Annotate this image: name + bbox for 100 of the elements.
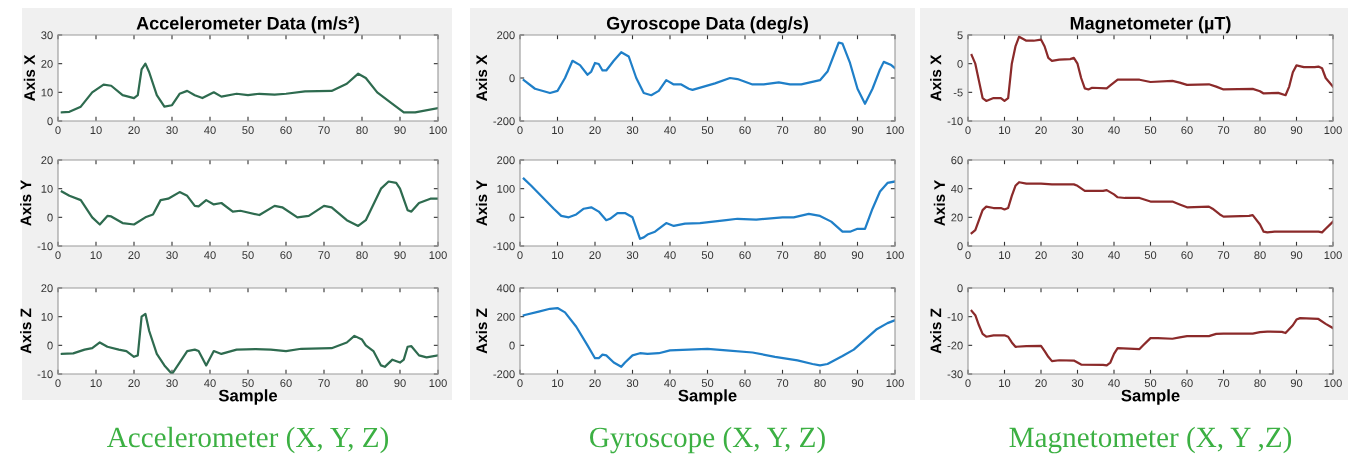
x-tick-label: 90 [1290,126,1303,135]
x-tick-label: 80 [356,126,368,135]
y-tick-label: 10 [41,88,53,97]
x-tick-label: 20 [128,379,140,388]
chart-title: Magnetometer (µT) [1070,16,1231,34]
x-tick-label: 30 [166,251,178,260]
x-tick-label: 100 [1324,251,1342,260]
y-tick-label: 20 [41,59,53,68]
y-axis-title: Axis X [475,54,488,101]
x-tick-label: 10 [999,251,1011,260]
x-tick-label: 40 [204,126,216,135]
x-tick-label: 80 [1254,251,1266,260]
y-tick-label: 0 [509,213,515,222]
x-tick-label: 40 [1108,251,1120,260]
x-tick-label: 80 [814,126,826,135]
y-axis-title: Axis Z [475,308,488,354]
x-tick-label: 80 [814,379,826,388]
x-tick-label: 60 [1181,251,1193,260]
x-tick-label: 40 [664,126,676,135]
y-tick-label: -10 [947,312,963,321]
y-axis-title: Axis Z [930,308,942,354]
y-tick-label: 0 [509,341,515,350]
x-tick-label: 20 [128,251,140,260]
y-tick-label: 400 [496,284,515,293]
x-tick-label: 50 [242,126,254,135]
x-tick-label: 30 [1071,126,1084,135]
y-axis-title: Axis Z [20,308,32,354]
x-tick-label: 100 [429,379,447,388]
y-tick-label: 0 [957,59,963,68]
x-tick-label: 30 [626,126,639,135]
text: Gyroscope (X, Y, Z) [590,426,825,454]
x-tick-label: 10 [552,251,564,260]
x-tick-label: 90 [851,251,864,260]
x-tick-label: 90 [394,251,406,260]
x-tick-label: 100 [886,126,904,135]
y-tick-label: -10 [37,370,53,379]
y-tick-label: 20 [951,213,963,222]
y-tick-label: -200 [493,370,515,379]
x-tick-label: 30 [626,379,639,388]
y-tick-label: 20 [41,284,53,293]
y-tick-label: 0 [509,74,515,83]
x-tick-label: 70 [776,379,789,388]
x-tick-label: 60 [280,251,292,260]
x-tick-label: 0 [965,379,971,388]
x-tick-label: 90 [851,126,864,135]
x-tick-label: 30 [1071,379,1084,388]
y-tick-label: -10 [37,242,53,251]
x-tick-label: 60 [280,126,292,135]
x-tick-label: 40 [664,379,676,388]
y-tick-label: -5 [953,88,963,97]
x-tick-label: 10 [90,126,102,135]
y-tick-label: 40 [951,184,963,193]
x-tick-label: 40 [664,251,676,260]
y-axis-title: Axis X [930,54,942,101]
x-tick-label: 60 [280,379,292,388]
x-tick-label: 30 [166,379,178,388]
y-tick-label: -30 [947,370,963,379]
x-axis-title: Sample [678,389,737,405]
x-tick-label: 100 [429,251,447,260]
x-tick-label: 70 [318,379,330,388]
text: Accelerometer (X, Y, Z) [106,426,389,454]
x-tick-label: 0 [55,379,61,388]
x-tick-label: 90 [394,126,406,135]
x-tick-label: 50 [1144,126,1157,135]
y-tick-label: 200 [497,312,515,321]
x-tick-label: 10 [90,379,102,388]
text: Magnetometer (X, Y ,Z) [1009,426,1292,454]
x-tick-label: 90 [851,379,864,388]
x-tick-label: 30 [626,251,639,260]
y-tick-label: 30 [41,31,53,40]
x-tick-label: 50 [242,379,254,388]
y-tick-label: -20 [947,341,963,350]
y-tick-label: 10 [41,312,53,321]
x-tick-label: 10 [999,379,1011,388]
x-tick-label: 20 [128,126,140,135]
chart-title: Gyroscope Data (deg/s) [606,16,808,34]
x-tick-label: 40 [1108,379,1120,388]
x-tick-label: 100 [886,379,904,388]
x-tick-label: 10 [552,126,564,135]
y-axis-title: Axis Y [933,180,945,226]
x-tick-label: 0 [517,126,523,135]
y-tick-label: 0 [47,341,53,350]
y-tick-label: 60 [951,156,963,165]
y-axis-title: Axis Y [20,180,32,226]
x-tick-label: 20 [1035,379,1047,388]
x-tick-label: 20 [589,126,601,135]
x-tick-label: 30 [1071,251,1084,260]
y-tick-label: 200 [497,156,515,165]
x-tick-label: 50 [701,379,714,388]
y-axis-title: Axis Y [475,180,488,226]
y-tick-label: 0 [957,284,963,293]
y-tick-label: -100 [493,242,515,251]
x-tick-label: 90 [394,379,406,388]
x-axis-title: Sample [1121,389,1180,405]
x-tick-label: 20 [589,251,601,260]
x-tick-label: 0 [965,126,971,135]
x-tick-label: 70 [1217,379,1230,388]
x-tick-label: 30 [166,126,178,135]
x-tick-label: 60 [739,251,751,260]
x-tick-label: 90 [1290,379,1303,388]
